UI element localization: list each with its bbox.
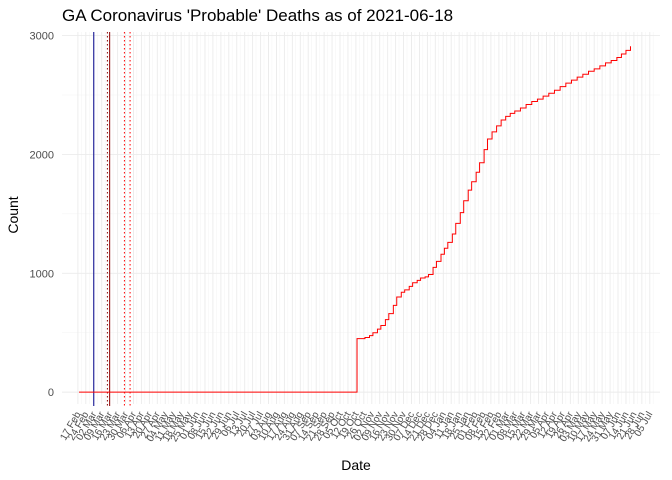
y-axis-ticks: 0 1000 2000 3000 [30, 31, 54, 400]
y-tick-label: 1000 [30, 268, 54, 280]
data-series [79, 46, 631, 393]
y-tick-label: 3000 [30, 31, 54, 43]
series-line [79, 46, 631, 393]
minor-gridlines [62, 32, 660, 404]
y-tick-label: 2000 [30, 149, 54, 161]
reference-lines [93, 32, 131, 406]
y-tick-label: 0 [48, 387, 54, 399]
major-gridlines [62, 32, 660, 404]
y-axis-label: Count [5, 196, 21, 233]
x-axis-label: Date [341, 457, 371, 473]
chart-title: GA Coronavirus 'Probable' Deaths as of 2… [62, 6, 454, 25]
